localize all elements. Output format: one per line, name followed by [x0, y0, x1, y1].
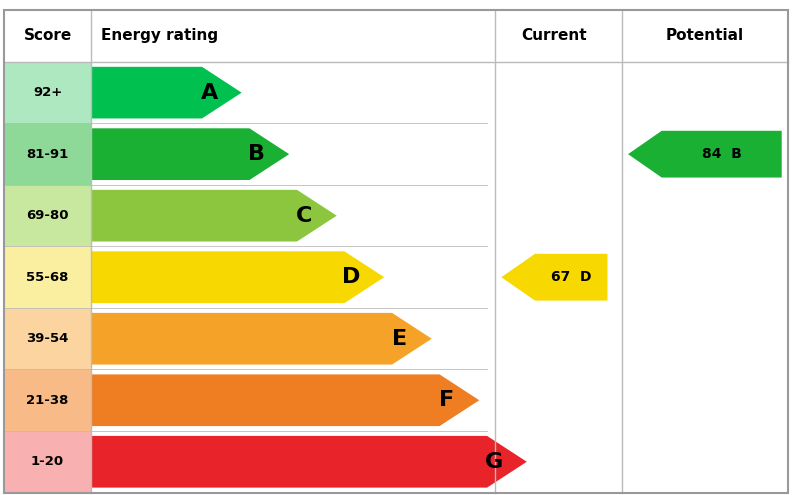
Text: D: D: [342, 267, 361, 287]
Text: 69-80: 69-80: [26, 209, 69, 222]
Text: G: G: [485, 452, 504, 472]
Polygon shape: [91, 128, 289, 180]
Text: Score: Score: [24, 28, 71, 44]
Text: 1-20: 1-20: [31, 455, 64, 468]
Text: Energy rating: Energy rating: [101, 28, 218, 44]
Bar: [91, 369, 487, 431]
Text: 81-91: 81-91: [26, 148, 69, 161]
Bar: [91, 308, 487, 369]
Polygon shape: [91, 67, 242, 118]
Polygon shape: [91, 313, 432, 364]
Text: 55-68: 55-68: [26, 271, 69, 284]
Text: 39-54: 39-54: [26, 332, 69, 345]
Polygon shape: [501, 254, 607, 300]
Text: Potential: Potential: [666, 28, 744, 44]
Polygon shape: [91, 251, 384, 303]
Bar: [4, 123, 91, 185]
Bar: [4, 369, 91, 431]
Bar: [91, 123, 487, 185]
Bar: [4, 431, 91, 493]
Text: B: B: [248, 144, 265, 164]
Text: 67  D: 67 D: [551, 270, 592, 284]
Polygon shape: [91, 190, 337, 242]
Text: E: E: [391, 329, 407, 348]
Text: 92+: 92+: [33, 86, 62, 99]
Bar: [4, 62, 91, 123]
Text: C: C: [296, 206, 312, 226]
Bar: [4, 185, 91, 247]
Polygon shape: [91, 374, 479, 426]
Text: A: A: [200, 83, 218, 102]
Bar: [91, 185, 487, 247]
Bar: [91, 62, 487, 123]
Polygon shape: [628, 131, 782, 178]
Bar: [91, 431, 487, 493]
Text: Current: Current: [522, 28, 587, 44]
Bar: [4, 308, 91, 369]
Text: 84  B: 84 B: [702, 147, 741, 161]
Text: F: F: [439, 390, 455, 410]
Text: 21-38: 21-38: [26, 394, 69, 407]
Polygon shape: [91, 436, 527, 488]
Bar: [4, 247, 91, 308]
Bar: [91, 247, 487, 308]
